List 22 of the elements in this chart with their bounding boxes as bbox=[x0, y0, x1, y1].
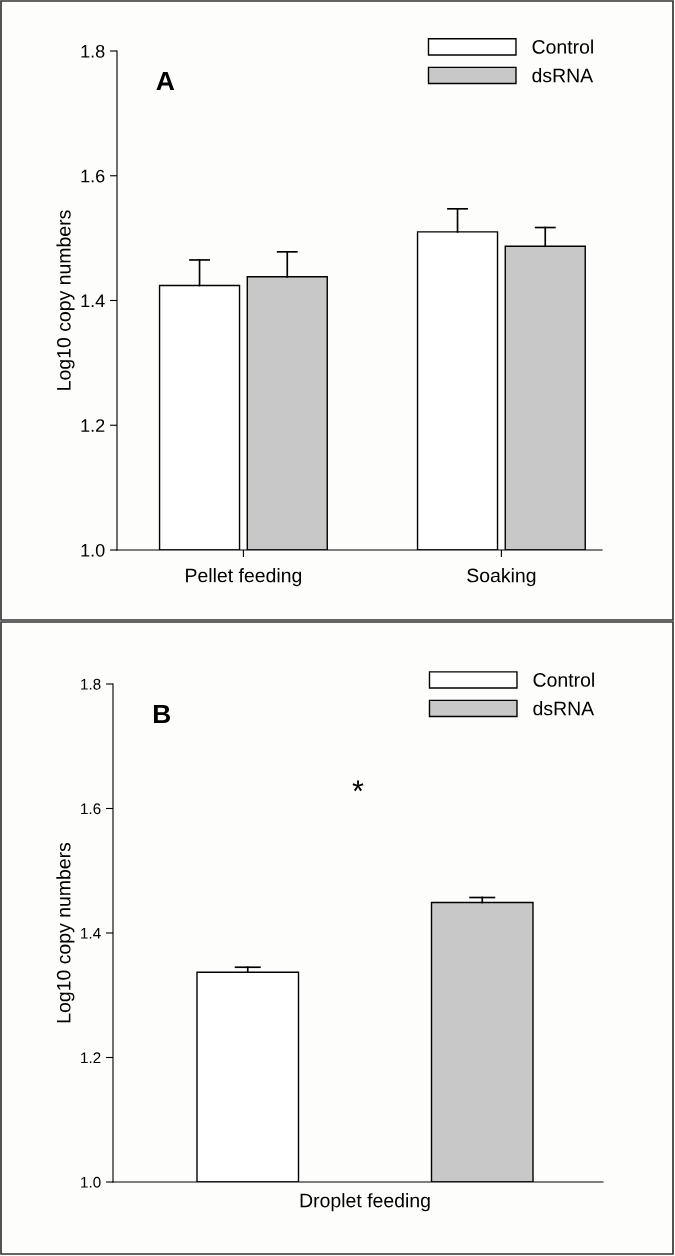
legend-label: Control bbox=[532, 39, 593, 54]
x-tick-label: Pellet feeding bbox=[186, 568, 302, 587]
y-tick-label: 1.0 bbox=[81, 543, 105, 557]
x-tick-label: Droplet feeding bbox=[300, 1193, 430, 1212]
annotation: * bbox=[352, 780, 364, 792]
y-tick-label: 1.2 bbox=[81, 1052, 101, 1064]
y-tick-label: 1.4 bbox=[81, 294, 105, 308]
y-tick-label: 1.8 bbox=[81, 678, 101, 690]
y-tick-label: 1.2 bbox=[81, 419, 105, 432]
annotation: A bbox=[156, 71, 175, 91]
legend-label: Control bbox=[533, 672, 594, 687]
legend-label: dsRNA bbox=[533, 701, 595, 716]
y-tick-label: 1.0 bbox=[81, 1176, 101, 1188]
y-axis-title: Log10 copy numbers bbox=[56, 842, 75, 1023]
legend-label: dsRNA bbox=[532, 68, 594, 83]
annotation: B bbox=[153, 704, 171, 724]
y-axis-title: Log10 copy numbers bbox=[56, 210, 75, 390]
y-tick-label: 1.6 bbox=[81, 803, 101, 815]
y-tick-label: 1.4 bbox=[81, 928, 101, 939]
x-tick-label: Soaking bbox=[467, 568, 536, 587]
y-tick-label: 1.6 bbox=[81, 169, 105, 183]
y-tick-label: 1.8 bbox=[81, 44, 105, 58]
